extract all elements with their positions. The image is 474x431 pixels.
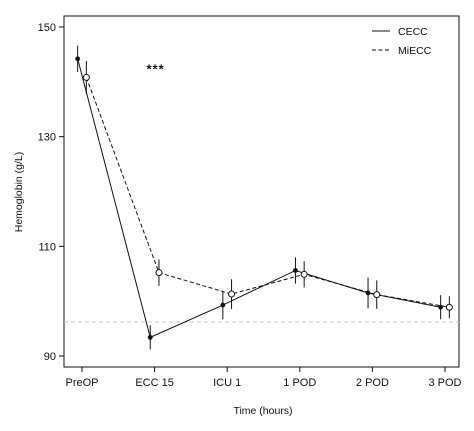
- series-layer: [75, 45, 453, 350]
- series-miecc: [82, 60, 453, 319]
- y-axis: 90 110 130 150: [38, 22, 64, 363]
- y-tick-label: 110: [38, 241, 56, 253]
- x-tick-label: 1 POD: [283, 377, 316, 389]
- data-point-miecc: [82, 73, 90, 81]
- series-line-miecc: [85, 77, 450, 308]
- data-point-miecc: [155, 269, 163, 277]
- data-point-miecc: [373, 291, 381, 299]
- x-axis: PreOP ECC 15 ICU 1 1 POD 2 POD 3 POD: [65, 367, 462, 389]
- data-point-cecc: [293, 268, 298, 273]
- data-point-cecc: [147, 334, 153, 340]
- y-tick-label: 150: [38, 22, 56, 34]
- plot-frame: [63, 15, 460, 368]
- y-tick-label: 90: [44, 351, 56, 363]
- data-point-miecc: [445, 303, 453, 311]
- y-axis-title: Hemoglobin (g/L): [13, 152, 25, 233]
- y-tick-label: 130: [38, 132, 56, 144]
- x-tick-label: PreOP: [65, 377, 98, 389]
- series-cecc: [75, 45, 444, 350]
- x-tick-label: ICU 1: [213, 377, 241, 389]
- x-tick-label: ECC 15: [135, 377, 174, 389]
- data-point-miecc: [228, 290, 236, 298]
- data-point-miecc: [300, 270, 308, 278]
- legend-label-miecc: MiECC: [398, 45, 432, 57]
- data-point-cecc: [220, 302, 226, 308]
- x-tick-label: 3 POD: [428, 377, 461, 389]
- x-axis-title: Time (hours): [233, 405, 292, 417]
- x-tick-label: 2 POD: [356, 377, 389, 389]
- series-line-cecc: [77, 58, 441, 339]
- data-point-cecc: [75, 56, 81, 62]
- legend: CECC MiECC: [372, 26, 432, 57]
- legend-label-cecc: CECC: [398, 26, 428, 38]
- significance-annotation: ***: [147, 62, 165, 77]
